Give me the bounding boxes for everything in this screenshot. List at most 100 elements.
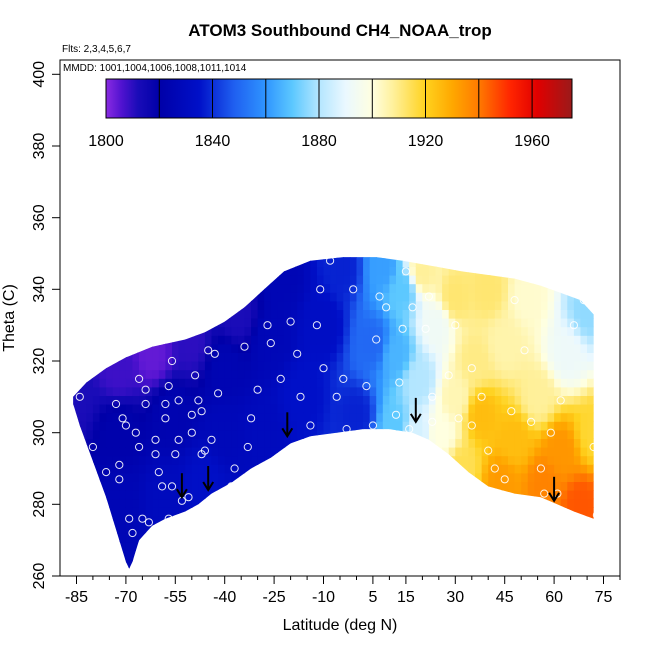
- observation-point: [75, 392, 84, 401]
- field-cell: [554, 378, 562, 388]
- field-cell: [560, 455, 568, 465]
- x-tick-label: 30: [446, 589, 464, 606]
- observation-point: [243, 442, 252, 452]
- field-cell: [290, 361, 298, 371]
- field-cell: [218, 472, 226, 482]
- field-cell: [132, 481, 140, 491]
- field-cell: [323, 395, 331, 405]
- field-cell: [514, 309, 522, 319]
- field-cell: [587, 455, 594, 465]
- field-cell: [178, 378, 186, 388]
- field-cell: [218, 361, 226, 371]
- field-cell: [218, 326, 226, 336]
- field-cell: [475, 361, 483, 371]
- field-cell: [185, 472, 193, 482]
- field-cell: [580, 464, 588, 474]
- field-cell: [125, 361, 134, 371]
- field-cell: [540, 352, 549, 362]
- field-cell: [152, 395, 160, 405]
- field-cell: [165, 455, 173, 465]
- field-cell: [363, 361, 371, 371]
- field-cell: [264, 309, 272, 319]
- field-cell: [455, 378, 463, 388]
- field-cell: [119, 515, 127, 525]
- x-tick-label: -85: [65, 589, 88, 606]
- field-cell: [224, 421, 232, 431]
- field-cell: [461, 395, 470, 405]
- y-tick-label: 260: [31, 563, 48, 590]
- field-cell: [185, 438, 193, 448]
- field-cell: [185, 386, 193, 396]
- field-cell: [481, 292, 489, 302]
- field-cell: [501, 326, 509, 336]
- field-cell: [409, 361, 417, 371]
- field-cell: [323, 343, 331, 353]
- field-cell: [198, 343, 206, 353]
- field-cell: [488, 352, 496, 362]
- field-cell: [547, 395, 555, 405]
- field-cell: [79, 404, 87, 414]
- field-cell: [396, 395, 404, 405]
- field-cell: [567, 404, 575, 414]
- field-cell: [527, 300, 535, 310]
- field-cell: [290, 404, 298, 414]
- field-cell: [310, 378, 318, 388]
- field-cell: [415, 421, 423, 431]
- field-cell: [316, 421, 325, 431]
- field-cell: [172, 378, 180, 388]
- field-cell: [237, 412, 246, 422]
- field-cell: [204, 404, 213, 414]
- field-cell: [349, 335, 358, 345]
- field-cell: [475, 412, 483, 422]
- field-cell: [198, 438, 206, 448]
- field-cell: [514, 300, 522, 310]
- field-cell: [231, 326, 239, 336]
- field-cell: [587, 472, 594, 482]
- field-cell: [514, 283, 522, 293]
- field-cell: [580, 309, 588, 319]
- field-cell: [303, 429, 311, 439]
- field-cell: [172, 361, 180, 371]
- field-cell: [237, 455, 246, 465]
- field-cell: [422, 404, 430, 414]
- field-cell: [257, 369, 265, 379]
- field-cell: [284, 266, 292, 276]
- field-cell: [481, 472, 489, 482]
- field-cell: [448, 395, 456, 405]
- field-cell: [501, 283, 509, 293]
- observation-point: [349, 285, 358, 294]
- observation-point: [158, 482, 167, 491]
- field-cell: [303, 421, 311, 431]
- field-cell: [534, 429, 542, 439]
- field-cell: [132, 378, 140, 388]
- field-cell: [567, 447, 575, 457]
- field-cell: [270, 438, 279, 448]
- field-cell: [244, 464, 252, 474]
- observation-point: [421, 324, 430, 333]
- field-cell: [534, 309, 542, 319]
- field-cell: [264, 404, 272, 414]
- field-cell: [330, 386, 338, 396]
- field-cell: [422, 292, 430, 302]
- field-cell: [316, 412, 325, 422]
- field-cell: [534, 326, 542, 336]
- field-cell: [343, 343, 351, 353]
- field-cell: [198, 429, 206, 439]
- field-cell: [435, 378, 443, 388]
- observation-point: [164, 382, 173, 391]
- field-cell: [580, 318, 588, 328]
- field-cell: [310, 361, 318, 371]
- field-cell: [442, 352, 450, 362]
- field-cell: [402, 369, 410, 379]
- field-cell: [389, 386, 397, 396]
- field-cell: [323, 386, 331, 396]
- field-cell: [521, 343, 529, 353]
- field-cell: [343, 326, 351, 336]
- field-cell: [290, 343, 298, 353]
- field-cell: [363, 335, 371, 345]
- field-cell: [356, 335, 364, 345]
- field-cell: [508, 438, 516, 448]
- field-cell: [119, 464, 127, 474]
- field-cell: [224, 352, 232, 362]
- field-cell: [112, 361, 120, 371]
